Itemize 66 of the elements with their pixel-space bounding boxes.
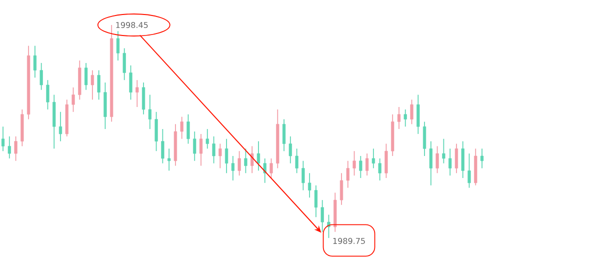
candlestick bbox=[154, 111, 158, 152]
candlestick bbox=[480, 148, 484, 169]
candlestick bbox=[168, 148, 171, 172]
candlestick bbox=[263, 158, 266, 184]
candlestick bbox=[404, 109, 407, 128]
candlestick bbox=[161, 128, 164, 164]
candlestick bbox=[122, 48, 126, 81]
candlestick bbox=[1, 126, 5, 152]
candlestick bbox=[58, 111, 62, 142]
candlestick bbox=[346, 160, 350, 188]
candlestick bbox=[148, 94, 152, 130]
candlestick bbox=[231, 156, 234, 181]
candlestick bbox=[238, 150, 241, 176]
candlestick bbox=[33, 45, 36, 78]
candlestick bbox=[372, 148, 375, 169]
candlestick bbox=[461, 140, 464, 178]
candlestick bbox=[250, 146, 254, 174]
candlestick bbox=[212, 136, 216, 164]
candlestick bbox=[199, 133, 203, 166]
candlestick bbox=[129, 64, 132, 100]
candlestick bbox=[352, 150, 356, 176]
candlestick bbox=[72, 86, 75, 112]
candlestick bbox=[270, 158, 273, 178]
candlestick bbox=[308, 172, 312, 198]
candlestick bbox=[40, 62, 43, 90]
annotation: 1989.75 bbox=[333, 238, 365, 244]
candlestick bbox=[320, 200, 324, 232]
candlestick bbox=[186, 114, 190, 144]
candlestick bbox=[8, 136, 11, 159]
candlestick bbox=[327, 214, 330, 238]
candlestick bbox=[314, 184, 318, 218]
candlestick bbox=[206, 128, 209, 150]
candlestick bbox=[365, 153, 369, 176]
candlestick bbox=[410, 99, 414, 125]
candlestick bbox=[46, 80, 50, 110]
candlestick bbox=[378, 158, 382, 181]
candlestick bbox=[256, 140, 260, 172]
candlestick bbox=[180, 116, 184, 140]
candlestick bbox=[429, 140, 432, 186]
candlestick bbox=[90, 70, 94, 100]
candlestick bbox=[14, 136, 18, 162]
candlestick bbox=[136, 80, 139, 108]
candlestick bbox=[436, 146, 439, 174]
candlestick bbox=[454, 143, 458, 174]
candlestick bbox=[116, 30, 120, 61]
candlestick bbox=[193, 131, 196, 162]
candlestick bbox=[224, 138, 228, 174]
candlestick bbox=[468, 153, 471, 188]
candlestick bbox=[384, 143, 388, 178]
candlestick bbox=[340, 172, 344, 206]
candlestick bbox=[442, 138, 446, 164]
candlestick bbox=[295, 148, 298, 174]
candlestick bbox=[448, 148, 452, 176]
candlestick bbox=[302, 160, 305, 191]
annotation: 1998.45 bbox=[116, 22, 148, 28]
candlestick bbox=[288, 136, 292, 164]
candlestick bbox=[244, 148, 248, 174]
candlestick bbox=[97, 70, 100, 100]
candlestick bbox=[422, 121, 426, 156]
candlestick bbox=[397, 106, 401, 130]
candlestick bbox=[218, 143, 222, 169]
candlestick bbox=[359, 156, 362, 178]
candlestick bbox=[142, 82, 146, 115]
candlestick bbox=[282, 118, 286, 152]
candlestick bbox=[84, 62, 88, 90]
candlestick bbox=[416, 94, 420, 134]
